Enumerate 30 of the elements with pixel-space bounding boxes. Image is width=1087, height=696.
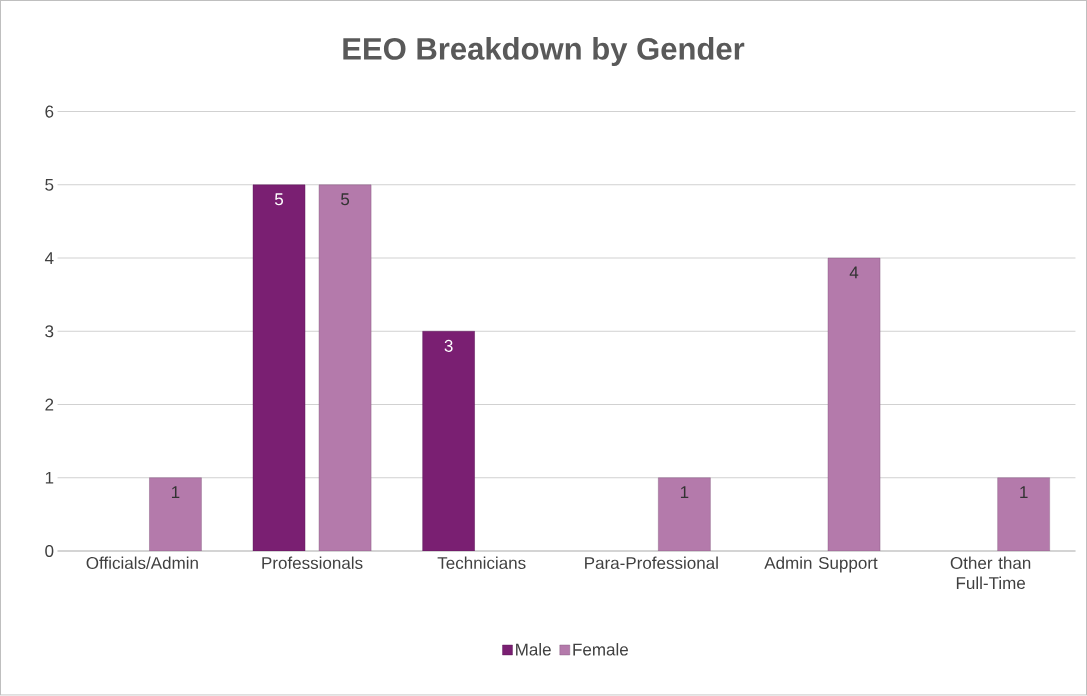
data-label: 1 [171, 486, 180, 499]
legend-label: Female [573, 643, 628, 656]
y-tick-label: 6 [45, 105, 54, 118]
data-label: 5 [341, 193, 350, 206]
bar [318, 184, 372, 552]
data-label: 1 [680, 486, 689, 499]
y-tick-label: 3 [45, 325, 54, 338]
x-tick-label: Admin Support [764, 556, 878, 573]
y-tick-label: 5 [45, 179, 54, 191]
bar [827, 258, 881, 552]
bar [149, 477, 202, 552]
bar [252, 184, 306, 552]
x-tick-label: Professionals [262, 556, 363, 570]
y-tick-label: 1 [45, 472, 54, 484]
bar [997, 477, 1050, 552]
data-label: 5 [274, 193, 284, 206]
data-label: 4 [849, 266, 859, 279]
bar [658, 477, 711, 552]
y-tick-label: 2 [45, 398, 54, 411]
legend-label: Male [516, 643, 551, 656]
y-tick-label: 0 [45, 545, 54, 558]
chart-title: EEO Breakdown by Gender [343, 37, 745, 67]
data-label: 1 [1020, 486, 1028, 499]
x-tick-label: Officials/Admin [86, 556, 198, 570]
bar [422, 331, 475, 552]
x-tick-label: Other than Full-Time [950, 556, 1031, 590]
data-label: 3 [444, 340, 453, 353]
x-tick-label: Technicians [437, 556, 526, 570]
y-tick-label: 4 [44, 252, 54, 265]
x-tick-label: Para-Professional [585, 556, 718, 570]
